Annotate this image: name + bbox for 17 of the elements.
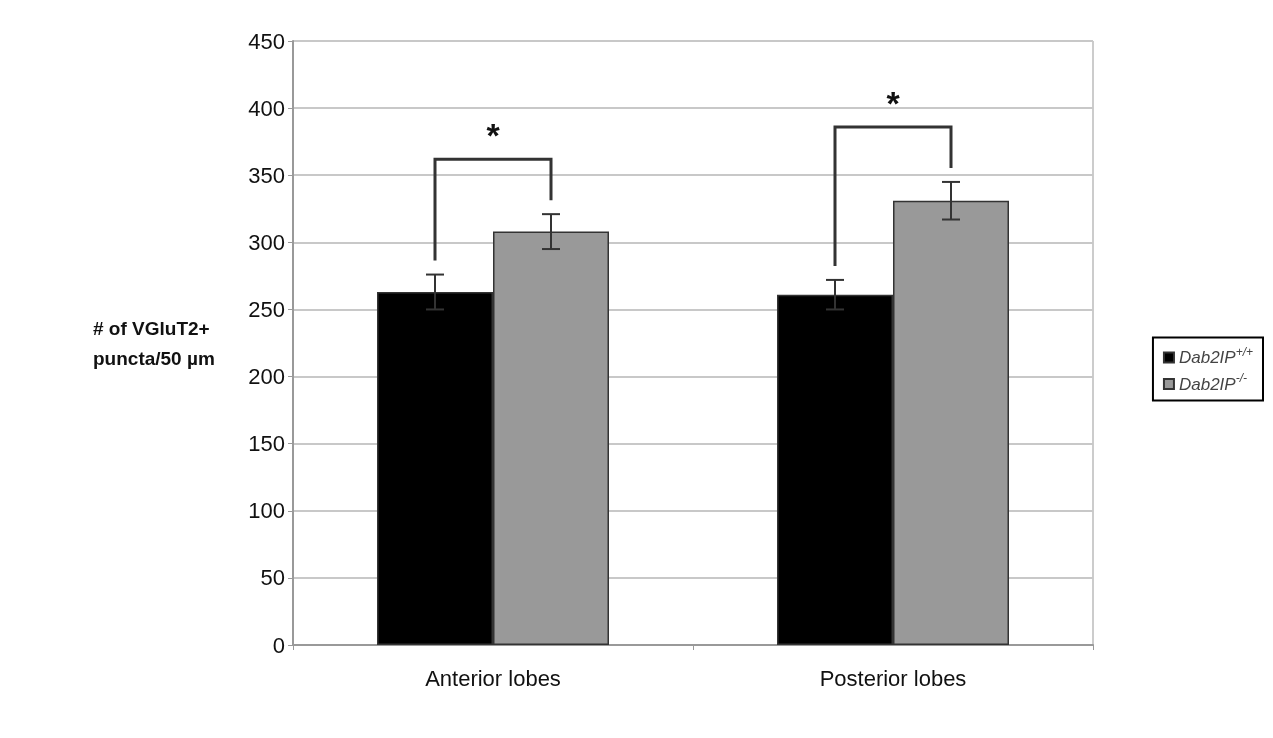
y-tick-label: 300 bbox=[248, 229, 285, 255]
y-tick-label: 450 bbox=[248, 28, 285, 54]
y-axis-title: # of VGluT2+ puncta/50 µm bbox=[93, 317, 215, 369]
y-tick-label: 0 bbox=[272, 632, 285, 658]
y-tick-label: 400 bbox=[248, 95, 285, 121]
x-tick-label: Posterior lobes bbox=[819, 665, 967, 691]
x-tick-label: Anterior lobes bbox=[425, 665, 561, 691]
y-tick-label: 350 bbox=[248, 162, 285, 188]
legend-label: Dab2IP-/- bbox=[1178, 371, 1247, 394]
y-tick-label: 100 bbox=[248, 498, 285, 524]
y-tick-label: 50 bbox=[260, 565, 285, 591]
y-tick-label: 150 bbox=[248, 431, 285, 457]
annotation: * bbox=[486, 116, 501, 155]
legend-label: Dab2IP+/+ bbox=[1178, 344, 1254, 367]
annotation: * bbox=[886, 83, 901, 122]
y-tick-label: 250 bbox=[248, 296, 285, 322]
y-tick-label: 200 bbox=[248, 364, 285, 390]
